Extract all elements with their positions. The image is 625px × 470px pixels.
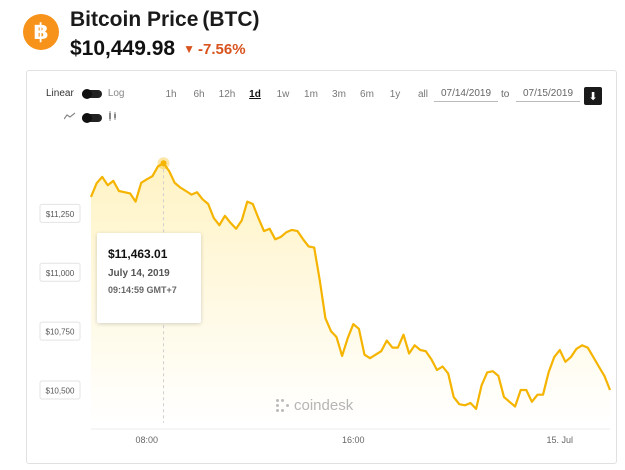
down-arrow-icon: ▼ — [183, 42, 195, 56]
chart-type-row — [63, 111, 118, 124]
watermark-text: coindesk — [294, 397, 354, 414]
line-chart-icon[interactable] — [63, 112, 76, 123]
x-tick-label: 08:00 — [136, 435, 159, 445]
y-tick-label: $10,500 — [46, 387, 75, 396]
page-title: Bitcoin Price (BTC) — [70, 8, 260, 32]
coindesk-icon — [276, 399, 289, 412]
y-tick-box — [39, 321, 81, 341]
scale-linear-label: Linear — [46, 88, 74, 99]
x-tick-label: 16:00 — [342, 435, 365, 445]
download-button[interactable]: ⬇ — [584, 87, 602, 105]
range-button-1h[interactable]: 1h — [165, 89, 177, 100]
date-to-input[interactable]: 07/15/2019 — [516, 88, 580, 102]
price-change-percent: -7.56% — [198, 40, 246, 58]
price-tooltip: $11,463.01 July 14, 2019 09:14:59 GMT+7 — [97, 233, 201, 323]
download-icon: ⬇ — [588, 90, 598, 103]
price-chart[interactable]: $11,250 $11,000 $10,750 $10,500 08:00 16:00 15… — [27, 71, 616, 463]
range-button-1w[interactable]: 1w — [276, 89, 290, 100]
price-summary: $10,449.98 ▼ -7.56% — [70, 37, 246, 61]
date-to-label: to — [501, 89, 510, 100]
bitcoin-logo-icon: ฿ — [23, 14, 59, 50]
highlight-point — [160, 160, 167, 167]
range-button-12h[interactable]: 12h — [218, 89, 236, 100]
x-tick-label: 15. Jul — [547, 435, 574, 445]
y-tick-label: $11,250 — [46, 210, 75, 219]
price-change: ▼ -7.56% — [183, 41, 245, 58]
range-button-1y[interactable]: 1y — [389, 89, 401, 100]
range-button-1m[interactable]: 1m — [304, 89, 318, 100]
y-tick-label: $11,000 — [46, 269, 75, 278]
y-tick-label: $10,750 — [46, 328, 75, 337]
y-tick-box — [39, 203, 81, 223]
range-button-6h[interactable]: 6h — [193, 89, 205, 100]
candlestick-chart-icon[interactable] — [108, 111, 118, 124]
range-button-1d[interactable]: 1d — [249, 89, 261, 100]
coin-ticker: (BTC) — [202, 8, 260, 31]
coin-name: Bitcoin Price — [70, 8, 199, 31]
range-button-all[interactable]: all — [417, 89, 428, 100]
coindesk-watermark: coindesk — [276, 397, 353, 414]
current-price: $10,449.98 — [70, 37, 176, 60]
scale-log-label: Log — [107, 88, 125, 99]
scale-toggle-row: Linear Log — [46, 88, 125, 99]
chart-type-toggle[interactable] — [82, 112, 102, 123]
range-button-3m[interactable]: 3m — [332, 89, 346, 100]
scale-toggle[interactable] — [81, 88, 102, 99]
tooltip-time: 09:14:59 GMT+7 — [108, 285, 177, 295]
price-area — [91, 163, 610, 424]
tooltip-date: July 14, 2019 — [108, 268, 170, 279]
y-tick-box — [39, 262, 81, 282]
y-tick-box — [39, 380, 81, 400]
price-line — [89, 162, 612, 410]
date-from-input[interactable]: 07/14/2019 — [434, 88, 498, 102]
chart-card: Linear Log 1h 6h 12h 1d 1w 1m 3m 6m 1y all 07/14/… — [26, 70, 617, 464]
tooltip-price: $11,463.01 — [108, 247, 168, 261]
range-button-6m[interactable]: 6m — [360, 89, 374, 100]
time-range-selector: 1h 6h 12h 1d 1w 1m 3m 6m 1y all — [157, 89, 437, 100]
